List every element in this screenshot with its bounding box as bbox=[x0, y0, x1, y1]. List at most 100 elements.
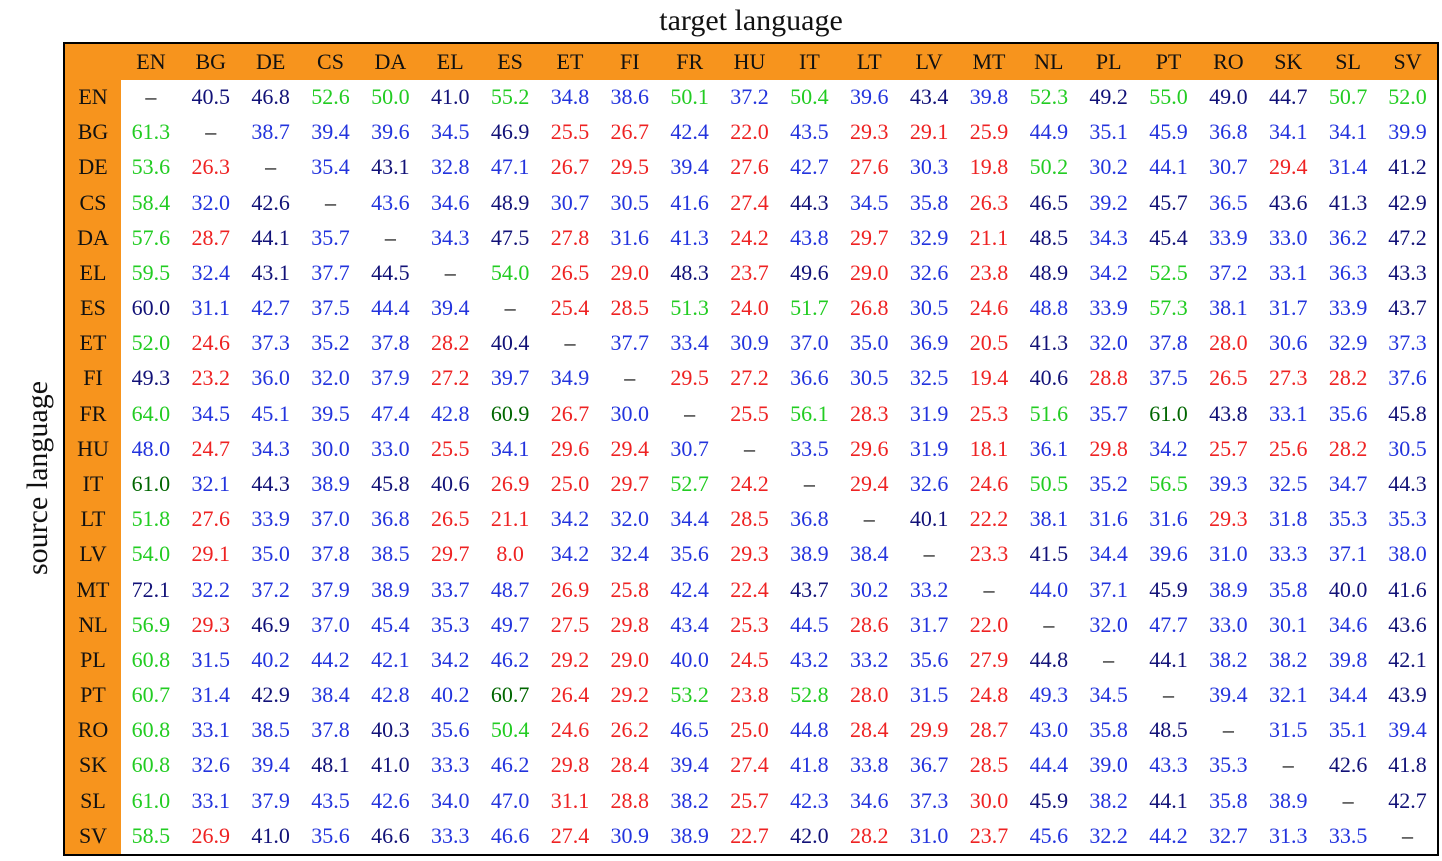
score-cell: 37.7 bbox=[300, 255, 361, 291]
score-cell: 43.4 bbox=[899, 79, 960, 115]
score-cell: 34.2 bbox=[540, 536, 600, 572]
score-cell: 32.0 bbox=[180, 185, 241, 221]
score-cell: 24.0 bbox=[719, 290, 780, 326]
score-cell: – bbox=[779, 466, 840, 502]
column-header: BG bbox=[180, 43, 241, 80]
score-cell: 43.5 bbox=[300, 782, 361, 819]
table-row: HU 48.0 24.7 34.3 30.0 33.0 25.5 34.1 29.6 29.4 30… bbox=[64, 431, 1438, 467]
score-cell: 40.3 bbox=[360, 712, 421, 748]
score-cell: 30.0 bbox=[300, 431, 361, 467]
score-cell: 32.0 bbox=[1078, 325, 1139, 361]
score-cell: 8.0 bbox=[480, 536, 541, 572]
score-cell: 24.7 bbox=[180, 431, 241, 467]
score-cell: 33.4 bbox=[659, 325, 720, 361]
score-cell: 41.3 bbox=[1318, 185, 1379, 221]
score-cell: 27.2 bbox=[719, 360, 780, 397]
score-cell: 45.6 bbox=[1018, 818, 1079, 855]
score-cell: 34.2 bbox=[1078, 255, 1139, 291]
score-cell: 32.5 bbox=[899, 360, 960, 397]
score-cell: 34.2 bbox=[420, 642, 481, 678]
row-header: ES bbox=[64, 290, 121, 326]
score-cell: 31.3 bbox=[1258, 818, 1319, 855]
score-cell: 33.3 bbox=[420, 818, 481, 855]
score-cell: 35.8 bbox=[1078, 712, 1139, 748]
score-cell: 50.4 bbox=[480, 712, 541, 748]
score-cell: 45.1 bbox=[240, 396, 301, 432]
score-cell: 34.3 bbox=[1078, 220, 1139, 256]
score-cell: 34.2 bbox=[1138, 431, 1199, 467]
score-cell: 40.0 bbox=[659, 642, 720, 678]
score-cell: – bbox=[420, 255, 481, 291]
score-cell: 32.9 bbox=[899, 220, 960, 256]
score-cell: 28.0 bbox=[1198, 325, 1259, 361]
score-cell: 37.5 bbox=[1138, 360, 1199, 397]
score-cell: 57.3 bbox=[1138, 290, 1199, 326]
score-cell: 24.2 bbox=[719, 466, 780, 502]
score-cell: 59.5 bbox=[121, 255, 181, 291]
score-cell: 28.7 bbox=[180, 220, 241, 256]
score-cell: 52.8 bbox=[779, 677, 840, 713]
score-cell: 27.5 bbox=[540, 607, 600, 643]
score-cell: 43.9 bbox=[1378, 677, 1438, 713]
score-cell: – bbox=[1078, 642, 1139, 678]
score-cell: 27.8 bbox=[540, 220, 600, 256]
table-row: EL 59.5 32.4 43.1 37.7 44.5–54.0 26.5 29.0 48.3 2… bbox=[64, 255, 1438, 291]
score-cell: 42.6 bbox=[1318, 747, 1379, 783]
side-label: source language bbox=[21, 380, 54, 576]
score-cell: 35.8 bbox=[1258, 571, 1319, 608]
score-cell: 18.1 bbox=[959, 431, 1019, 467]
score-cell: 54.0 bbox=[480, 255, 541, 291]
score-cell: 31.6 bbox=[1138, 501, 1199, 537]
score-cell: 41.8 bbox=[779, 747, 840, 783]
score-cell: 27.6 bbox=[719, 149, 780, 186]
row-header: IT bbox=[64, 466, 121, 502]
score-cell: 27.6 bbox=[180, 501, 241, 537]
score-cell: 29.0 bbox=[839, 255, 900, 291]
table-row: IT 61.0 32.1 44.3 38.9 45.8 40.6 26.9 25.0 29.7 52… bbox=[64, 466, 1438, 502]
score-cell: 49.0 bbox=[1198, 79, 1259, 115]
table-row: RO 60.8 33.1 38.5 37.8 40.3 35.6 50.4 24.6 26.2 46… bbox=[64, 712, 1438, 748]
score-cell: 37.0 bbox=[300, 607, 361, 643]
score-cell: 38.4 bbox=[300, 677, 361, 713]
score-cell: 26.9 bbox=[180, 818, 241, 855]
score-cell: 25.5 bbox=[540, 114, 600, 150]
row-header: EN bbox=[64, 79, 121, 115]
score-cell: 43.7 bbox=[1378, 290, 1438, 326]
score-cell: 34.6 bbox=[1318, 607, 1379, 643]
score-cell: 23.3 bbox=[959, 536, 1019, 572]
score-cell: 56.1 bbox=[779, 396, 840, 432]
score-cell: 35.1 bbox=[1078, 114, 1139, 150]
score-cell: 29.0 bbox=[599, 642, 660, 678]
score-cell: 26.5 bbox=[1198, 360, 1259, 397]
score-cell: 22.7 bbox=[719, 818, 780, 855]
score-cell: 52.0 bbox=[121, 325, 181, 361]
score-cell: 44.3 bbox=[1378, 466, 1438, 502]
score-cell: 35.6 bbox=[659, 536, 720, 572]
score-cell: 34.3 bbox=[420, 220, 481, 256]
score-cell: 33.9 bbox=[1078, 290, 1139, 326]
score-cell: 33.1 bbox=[1258, 255, 1319, 291]
score-cell: 37.8 bbox=[300, 536, 361, 572]
score-cell: 38.5 bbox=[240, 712, 301, 748]
score-cell: 39.7 bbox=[480, 360, 541, 397]
score-cell: 37.3 bbox=[240, 325, 301, 361]
score-cell: 30.0 bbox=[599, 396, 660, 432]
column-header: FR bbox=[659, 43, 720, 80]
score-cell: 29.3 bbox=[719, 536, 780, 572]
score-cell: 30.2 bbox=[1078, 149, 1139, 186]
score-cell: 27.4 bbox=[719, 747, 780, 783]
score-cell: 44.2 bbox=[1138, 818, 1199, 855]
table-row: FI 49.3 23.2 36.0 32.0 37.9 27.2 39.7 34.9–29.5 2… bbox=[64, 360, 1438, 397]
score-cell: 48.7 bbox=[480, 571, 541, 608]
score-cell: 34.8 bbox=[540, 79, 600, 115]
score-cell: 39.4 bbox=[659, 747, 720, 783]
score-cell: 38.9 bbox=[360, 571, 421, 608]
score-cell: 34.5 bbox=[1078, 677, 1139, 713]
score-cell: 60.8 bbox=[121, 747, 181, 783]
score-cell: 58.4 bbox=[121, 185, 181, 221]
score-cell: 26.3 bbox=[180, 149, 241, 186]
score-cell: 27.3 bbox=[1258, 360, 1319, 397]
score-cell: 35.6 bbox=[1318, 396, 1379, 432]
score-cell: 25.5 bbox=[420, 431, 481, 467]
